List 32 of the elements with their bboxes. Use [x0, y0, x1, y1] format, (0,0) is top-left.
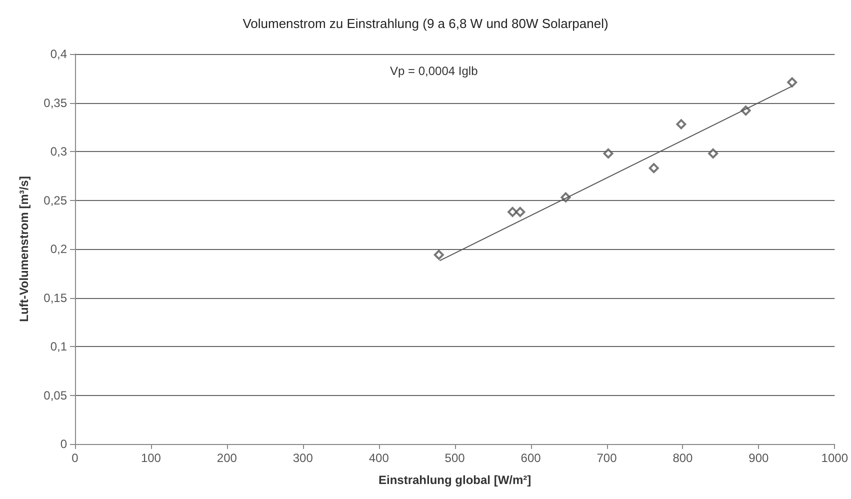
point	[434, 250, 444, 260]
y-axis-title: Luft-Volumenstrom [m³/s]	[17, 176, 31, 322]
x-tick-label: 100	[140, 451, 162, 465]
x-tick-label: 400	[368, 451, 390, 465]
x-tick-label: 200	[216, 451, 238, 465]
x-axis-title: Einstrahlung global [W/m²]	[378, 473, 532, 487]
x-tick-label: 300	[292, 451, 314, 465]
y-tick-label: 0,1	[50, 340, 68, 354]
point	[508, 206, 518, 217]
point	[676, 119, 686, 130]
point	[708, 148, 718, 158]
x-tick-label: 500	[444, 451, 466, 465]
y-tick-label: 0,3	[50, 144, 68, 158]
x-tick-label: 0	[72, 451, 79, 465]
y-tick-label: 0,05	[44, 388, 68, 402]
point	[515, 206, 526, 217]
point	[787, 77, 798, 88]
annotation: Vp = 0,0004 Iglb	[390, 64, 478, 78]
x-tick-label: 900	[748, 451, 770, 465]
x-tick-label: 1000	[821, 451, 848, 465]
y-tick-label: 0,15	[44, 290, 68, 305]
point	[603, 148, 614, 158]
point	[648, 163, 659, 174]
y-tick-label: 0,2	[50, 242, 68, 256]
y-tick-label: 0	[60, 437, 68, 451]
x-tick-label: 700	[596, 451, 618, 465]
y-tick-label: 0,4	[50, 47, 68, 61]
y-tick-label: 0,25	[44, 193, 68, 208]
chart-title: Volumenstrom zu Einstrahlung (9 a 6,8 W und 80W Solarpanel)	[242, 16, 608, 31]
x-tick-label: 600	[520, 451, 542, 465]
x-tick-label: 800	[672, 451, 694, 465]
y-tick-label: 0,35	[44, 96, 68, 110]
